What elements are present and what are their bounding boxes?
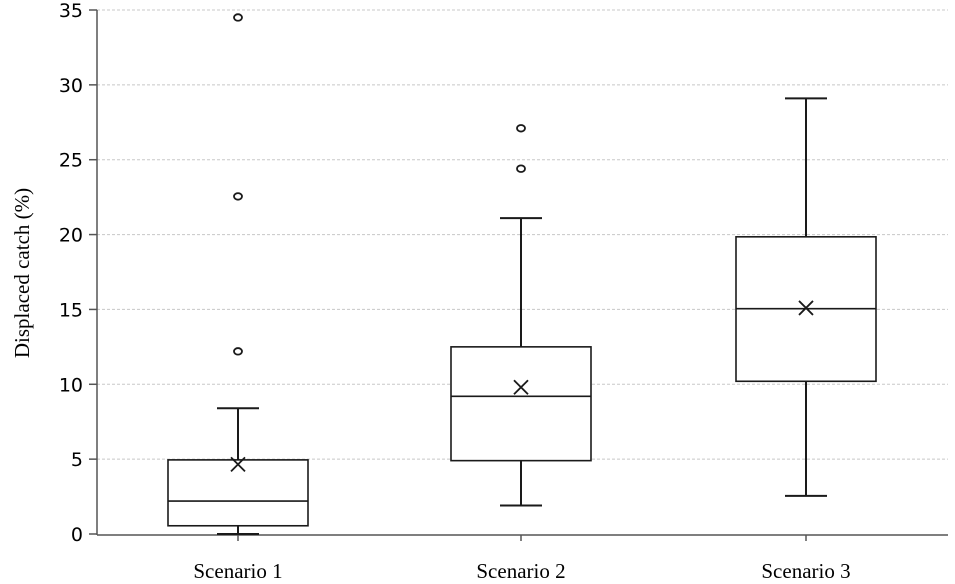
outlier-point [516, 124, 526, 133]
mean-marker-icon [798, 300, 814, 316]
box-1 [167, 13, 309, 535]
outlier-point [233, 347, 243, 356]
box-2 [450, 124, 592, 507]
y-axis: 0 5 10 15 20 25 30 35 [59, 0, 98, 546]
iqr-box [450, 346, 592, 462]
outlier-point [516, 164, 526, 173]
x-category-label: Scenario 2 [476, 559, 565, 583]
boxes [167, 13, 877, 535]
y-tick-label: 30 [59, 75, 83, 97]
y-tick-label: 25 [59, 150, 83, 172]
mean-marker-icon [513, 379, 529, 395]
outlier-point [233, 192, 243, 201]
iqr-box [167, 459, 309, 527]
y-tick-label: 15 [59, 299, 83, 321]
box-3 [735, 97, 877, 497]
y-tick-label: 10 [59, 374, 83, 396]
y-tick-label: 20 [59, 225, 83, 247]
outlier-point [233, 13, 243, 22]
mean-marker-icon [230, 456, 246, 473]
y-tick-label: 35 [59, 0, 83, 22]
x-axis: Scenario 1 Scenario 2 Scenario 3 [97, 534, 948, 583]
x-category-label: Scenario 1 [193, 559, 282, 583]
y-tick-label: 5 [71, 449, 83, 471]
x-category-label: Scenario 3 [761, 559, 850, 583]
y-tick-label: 0 [71, 524, 83, 546]
y-axis-title: Displaced catch (%) [10, 188, 34, 358]
